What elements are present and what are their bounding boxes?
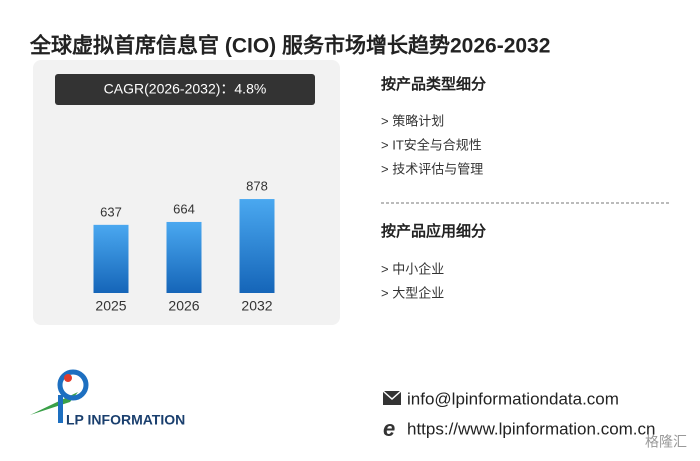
bar xyxy=(239,199,275,293)
title: 全球虚拟首席信息官 (CIO) 服务市场增长趋势2026-2032 xyxy=(29,34,550,58)
bar xyxy=(93,224,129,293)
bar xyxy=(166,221,202,293)
segment-item: > 大型企业 xyxy=(381,285,444,300)
web-icon: e xyxy=(383,416,395,441)
logo-dot xyxy=(64,374,72,382)
logo-bar xyxy=(58,395,63,423)
category-label: 2025 xyxy=(95,298,126,314)
segment-item: > 技术评估与管理 xyxy=(381,161,483,176)
segment-heading: 按产品类型细分 xyxy=(381,75,486,93)
logo-ring xyxy=(57,369,89,401)
category-label: 2026 xyxy=(168,298,199,314)
cagr-box xyxy=(55,74,315,105)
segment-heading: 按产品应用细分 xyxy=(381,222,486,240)
email-icon-flap xyxy=(382,390,402,401)
watermark: 格隆汇 xyxy=(645,434,687,450)
website: https://www.lpinformation.com.cn xyxy=(407,419,655,438)
value-label: 637 xyxy=(100,204,122,219)
cagr-label: CAGR(2026-2032)：4.8% xyxy=(104,81,267,97)
contact: info@lpinformationdata.com e https://www… xyxy=(382,389,655,441)
bar-chart: 637 2025 664 2026 878 2032 xyxy=(93,178,275,314)
category-label: 2032 xyxy=(241,298,272,314)
segment-item: > 中小企业 xyxy=(381,261,444,276)
logo: LP INFORMATION xyxy=(30,369,185,428)
email: info@lpinformationdata.com xyxy=(407,389,619,408)
value-label: 664 xyxy=(173,201,195,216)
segment-item: > IT安全与合规性 xyxy=(381,137,482,152)
logo-text: LP INFORMATION xyxy=(66,412,185,428)
value-label: 878 xyxy=(246,178,268,193)
segment-item: > 策略计划 xyxy=(381,113,444,128)
